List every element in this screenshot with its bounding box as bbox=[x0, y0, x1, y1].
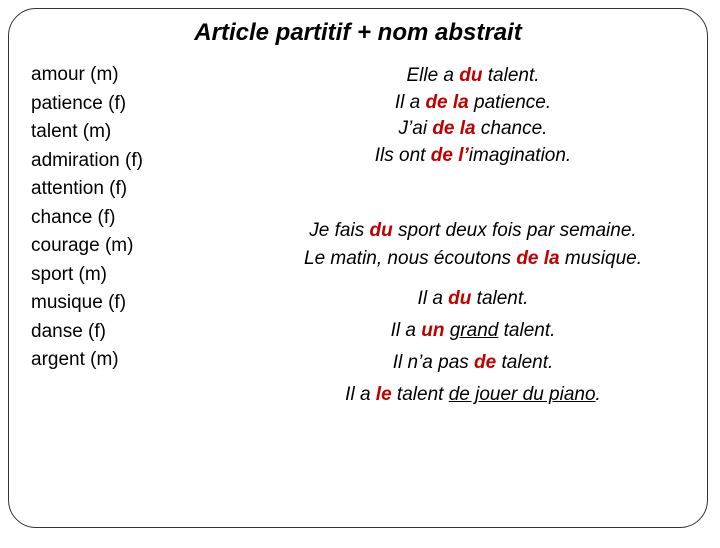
columns: amour (m)patience (f)talent (m)admiratio… bbox=[31, 61, 685, 416]
example-line: Le matin, nous écoutons de la musique. bbox=[261, 245, 685, 273]
line-le: Il a le talent de jouer du piano. bbox=[261, 384, 685, 406]
examples-block-1: Elle a du talent.Il a de la patience.J’a… bbox=[261, 63, 685, 169]
examples-block-2: Je fais du sport deux fois par semaine.L… bbox=[261, 217, 685, 272]
noun-item: argent (m) bbox=[31, 346, 261, 375]
noun-item: admiration (f) bbox=[31, 147, 261, 176]
examples-area: Elle a du talent.Il a de la patience.J’a… bbox=[261, 61, 685, 416]
example-line: Elle a du talent. bbox=[261, 63, 685, 90]
example-line: Il a de la patience. bbox=[261, 90, 685, 117]
noun-item: amour (m) bbox=[31, 61, 261, 90]
noun-item: musique (f) bbox=[31, 289, 261, 318]
line-neg: Il n’a pas de talent. bbox=[261, 352, 685, 374]
noun-item: courage (m) bbox=[31, 232, 261, 261]
noun-list: amour (m)patience (f)talent (m)admiratio… bbox=[31, 61, 261, 416]
noun-item: chance (f) bbox=[31, 204, 261, 233]
example-line: Ils ont de l’imagination. bbox=[261, 143, 685, 170]
example-line: Je fais du sport deux fois par semaine. bbox=[261, 217, 685, 245]
line-un: Il a un grand talent. bbox=[261, 320, 685, 342]
noun-item: danse (f) bbox=[31, 318, 261, 347]
noun-item: sport (m) bbox=[31, 261, 261, 290]
noun-item: talent (m) bbox=[31, 118, 261, 147]
example-line: Il n’a pas de talent. bbox=[261, 352, 685, 374]
slide-frame: Article partitif + nom abstrait amour (m… bbox=[8, 8, 708, 528]
slide-title: Article partitif + nom abstrait bbox=[31, 19, 685, 47]
noun-item: patience (f) bbox=[31, 90, 261, 119]
noun-item: attention (f) bbox=[31, 175, 261, 204]
example-line: Il a du talent. bbox=[261, 288, 685, 310]
example-line: J’ai de la chance. bbox=[261, 116, 685, 143]
line-du: Il a du talent. bbox=[261, 288, 685, 310]
